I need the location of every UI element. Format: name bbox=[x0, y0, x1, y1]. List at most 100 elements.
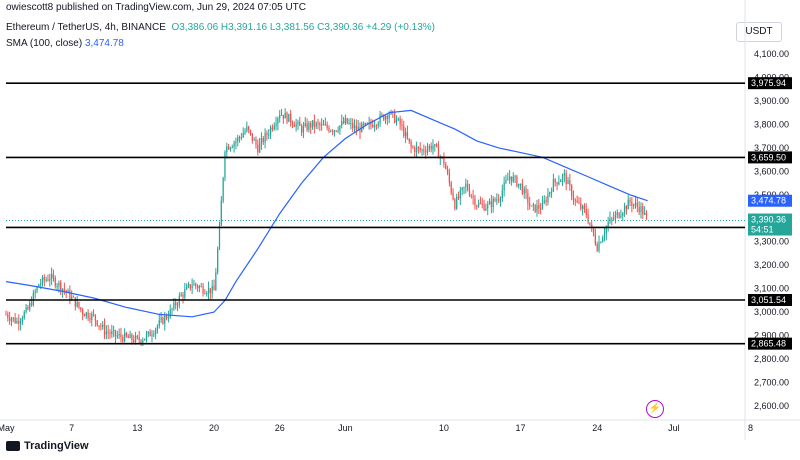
candle-body bbox=[297, 121, 299, 124]
candle-body bbox=[136, 336, 139, 338]
sma-label[interactable]: SMA (100, close) bbox=[6, 38, 83, 49]
candle-body bbox=[182, 294, 184, 298]
x-tick-label: 8 bbox=[748, 423, 753, 433]
candle-body bbox=[198, 286, 201, 289]
candle-body bbox=[279, 115, 281, 119]
candle-body bbox=[317, 122, 319, 124]
sma-price-label: 3,474.78 bbox=[751, 196, 786, 206]
candle-body bbox=[96, 320, 98, 326]
candle-body bbox=[215, 272, 217, 291]
y-tick-label: 3,900.00 bbox=[754, 96, 789, 106]
x-tick-label: Jul bbox=[668, 423, 680, 433]
candle-body bbox=[485, 208, 487, 211]
candle-body bbox=[162, 317, 164, 324]
currency-selector[interactable]: USDT bbox=[736, 22, 782, 42]
candle-body bbox=[529, 203, 531, 206]
candle-body bbox=[87, 312, 89, 319]
candle-body bbox=[222, 177, 224, 201]
candle-body bbox=[445, 163, 447, 170]
candle-body bbox=[89, 318, 91, 320]
candle-body bbox=[507, 179, 509, 181]
candle-body bbox=[494, 198, 496, 201]
candle-body bbox=[131, 334, 133, 341]
candle-body bbox=[344, 118, 347, 124]
candle-body bbox=[253, 139, 255, 141]
brand-name: TradingView bbox=[24, 440, 89, 452]
candle-body bbox=[611, 218, 613, 220]
candle-body bbox=[488, 201, 491, 205]
candle-body bbox=[238, 137, 241, 139]
candle-body bbox=[614, 214, 617, 219]
candle-body bbox=[580, 203, 582, 209]
candle-body bbox=[319, 123, 321, 126]
sma-price-tag bbox=[748, 194, 792, 207]
candle-body bbox=[600, 242, 602, 244]
candle-body bbox=[266, 133, 268, 136]
candle-body bbox=[38, 284, 40, 287]
candle-body bbox=[543, 200, 545, 203]
candle-body bbox=[213, 285, 215, 291]
candle-body bbox=[100, 325, 102, 327]
candle-body bbox=[80, 307, 82, 310]
candle-body bbox=[142, 340, 144, 343]
candle-body bbox=[326, 124, 328, 128]
candle-body bbox=[545, 200, 547, 203]
candle-body bbox=[459, 190, 461, 199]
candle-body bbox=[404, 132, 407, 137]
candle-body bbox=[264, 133, 266, 143]
candle-body bbox=[532, 204, 534, 206]
candle-body bbox=[465, 183, 467, 187]
candle-body bbox=[21, 318, 24, 322]
candle-body bbox=[231, 146, 233, 148]
candle-body bbox=[583, 205, 586, 210]
candle-body bbox=[94, 314, 97, 321]
candle-body bbox=[425, 151, 427, 153]
candle-body bbox=[273, 125, 275, 130]
candle-body bbox=[218, 225, 221, 250]
candle-body bbox=[282, 114, 284, 119]
candle-body bbox=[563, 173, 565, 176]
candle-body bbox=[65, 290, 67, 293]
candle-body bbox=[50, 274, 53, 280]
candle-body bbox=[560, 180, 562, 182]
candle-body bbox=[333, 130, 336, 132]
symbol-title[interactable]: Ethereum / TetherUS, 4h, BINANCE bbox=[6, 22, 166, 33]
candle-body bbox=[167, 317, 170, 319]
candle-body bbox=[41, 277, 44, 284]
candle-body bbox=[306, 123, 308, 130]
candle-body bbox=[607, 222, 609, 227]
chart-legend: Ethereum / TetherUS, 4h, BINANCE O3,386.… bbox=[6, 20, 435, 52]
candle-body bbox=[125, 332, 128, 337]
candle-body bbox=[487, 204, 489, 209]
candle-body bbox=[310, 123, 312, 128]
candle-body bbox=[268, 134, 270, 136]
candle-body bbox=[397, 118, 399, 120]
candle-body bbox=[492, 198, 494, 208]
candle-body bbox=[186, 286, 188, 290]
candle-body bbox=[527, 193, 529, 204]
y-tick-label: 3,700.00 bbox=[754, 143, 789, 153]
candle-body bbox=[519, 183, 522, 185]
candle-body bbox=[419, 147, 421, 150]
candle-body bbox=[363, 123, 365, 125]
candle-body bbox=[384, 116, 387, 120]
candle-body bbox=[428, 145, 430, 149]
candle-body bbox=[9, 318, 11, 321]
tradingview-logo[interactable]: TradingView bbox=[6, 440, 89, 452]
candle-body bbox=[129, 334, 131, 339]
candle-body bbox=[34, 291, 36, 294]
candle-body bbox=[248, 126, 250, 131]
candle-body bbox=[237, 137, 239, 142]
candle-body bbox=[530, 205, 533, 207]
candle-body bbox=[591, 224, 593, 227]
candle-body bbox=[328, 127, 330, 132]
candle-body bbox=[105, 331, 107, 335]
candle-body bbox=[567, 180, 569, 185]
lightning-icon[interactable]: ⚡ bbox=[646, 400, 664, 418]
candle-body bbox=[14, 317, 16, 323]
candle-body bbox=[286, 112, 288, 122]
candle-body bbox=[503, 182, 505, 191]
last-price-label: 3,390.36 bbox=[751, 215, 786, 225]
candle-body bbox=[386, 116, 388, 119]
